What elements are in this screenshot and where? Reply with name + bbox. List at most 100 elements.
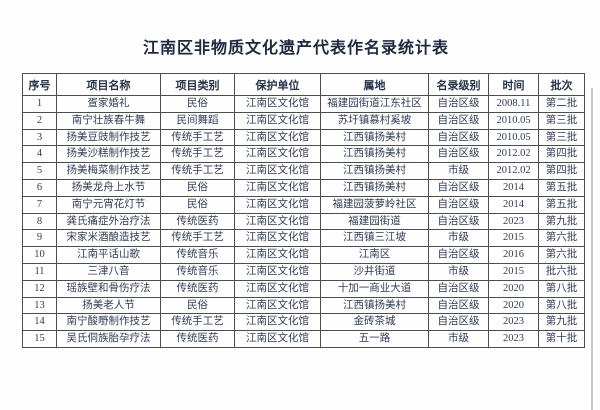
cell-batch: 第二批: [538, 95, 585, 113]
cell-place: 江西镇扬美村: [320, 145, 429, 164]
cell-place: 福建园菠萝岭社区: [320, 195, 429, 214]
cell-unit: 江南区文化馆: [234, 262, 321, 281]
cell-batch: 第八批: [538, 296, 585, 315]
cell-index: 1: [22, 95, 57, 113]
cell-unit: 江南区文化馆: [234, 296, 321, 315]
table-row: 6 扬美龙舟上水节 民俗 江南区文化馆 江西镇扬美村 自治区级 2014 第五批: [22, 178, 585, 197]
cell-name: 疍家婚礼: [56, 95, 161, 113]
cell-level: 自治区级: [428, 145, 489, 164]
cell-time: 2012.02: [488, 145, 539, 164]
cell-index: 12: [22, 279, 57, 298]
cell-index: 2: [22, 111, 57, 130]
cell-type: 传统音乐: [160, 246, 235, 264]
cell-index: 14: [22, 313, 57, 332]
heritage-table: 序号 项目名称 项目类别 保护单位 属地 名录级别 时间 批次 1 疍家婚礼 民俗江…: [22, 73, 585, 348]
cell-type: 民俗: [160, 195, 235, 214]
cell-index: 5: [22, 162, 57, 180]
cell-batch: 第三批: [538, 128, 585, 147]
cell-type: 传统音乐: [160, 262, 235, 281]
cell-time: 2010.05: [488, 111, 539, 130]
cell-level: 自治区级: [428, 178, 489, 197]
cell-name: 扬美梅菜制作技艺: [56, 162, 161, 180]
cell-type: 传统医药: [160, 279, 235, 298]
cell-batch: 第三批: [538, 111, 585, 130]
cell-name: 南宁元宵花灯节: [56, 195, 161, 214]
cell-place: 江西镇扬美村: [320, 178, 429, 197]
cell-level: 自治区级: [428, 296, 489, 315]
cell-time: 2012.02: [488, 162, 539, 180]
cell-unit: 江南区文化馆: [234, 162, 321, 180]
cell-index: 8: [22, 212, 57, 231]
cell-name: 三津八音: [56, 262, 161, 281]
cell-name: 扬美豆豉制作技艺: [56, 128, 161, 147]
cell-place: 苏圩镇慕村奚坡: [320, 111, 429, 130]
page-title: 江南区非物质文化遗产代表作名录统计表: [142, 40, 449, 57]
cell-place: 江西镇扬美村: [320, 296, 429, 315]
cell-time: 2015: [488, 262, 539, 281]
table-row: 12 瑶族壁和骨伤疗法 传统医药 江南区文化馆 十加一商业大道 自治区级 2020 第八批: [22, 279, 585, 298]
cell-time: 2008.11: [488, 95, 539, 113]
cell-type: 民俗: [160, 296, 235, 315]
cell-place: 五一路: [320, 330, 429, 348]
cell-index: 6: [22, 178, 57, 197]
cell-unit: 江南区文化馆: [234, 313, 321, 332]
cell-level: 市级: [428, 162, 489, 180]
cell-index: 9: [22, 229, 57, 248]
cell-unit: 江南区文化馆: [234, 95, 321, 113]
table-header-row: 序号 项目名称 项目类别 保护单位 属地 名录级别 时间 批次: [22, 73, 585, 96]
cell-place: 福建园街道江东社区: [320, 95, 429, 113]
cell-index: 15: [22, 330, 57, 348]
table-row: 3 扬美豆豉制作技艺 传统手工艺 江南区文化馆 江西镇扬美村 自治区级 2010.05 第三批: [22, 128, 585, 147]
column-header-batch: 批次: [538, 73, 585, 96]
cell-unit: 江南区文化馆: [234, 111, 321, 130]
table-row: 8 龚氏痛症外治疗法 传统医药 江南区文化馆 福建园街道 自治区级 2023 第九批: [22, 212, 585, 231]
cell-batch: 第九批: [538, 212, 585, 231]
cell-place: 金砖茶城: [320, 313, 429, 332]
cell-type: 传统手工艺: [160, 162, 235, 180]
cell-time: 2020: [488, 296, 539, 315]
table-body: 1 疍家婚礼 民俗 江南区文化馆 福建园街道江东社区 自治区级 2008.11 第二批 2 南宁壮…: [22, 95, 585, 348]
cell-batch: 第五批: [538, 178, 585, 197]
cell-unit: 江南区文化馆: [234, 128, 321, 147]
cell-level: 自治区级: [428, 195, 489, 214]
cell-time: 2023: [488, 313, 539, 332]
cell-place: 十加一商业大道: [320, 279, 429, 298]
table-row: 9 宋家米酒酿造技艺 传统手工艺 江南区文化馆 江西镇三江坡 市级 2015 第六批: [22, 229, 585, 248]
cell-index: 7: [22, 195, 57, 214]
table-row: 15 吴氏侗族胎孕疗法 传统医药 江南区文化馆 五一路 市级 2023 第十批: [22, 330, 585, 348]
column-header-type: 项目类别: [160, 73, 235, 96]
column-header-unit: 保护单位: [234, 73, 321, 96]
cell-unit: 江南区文化馆: [234, 145, 321, 164]
table-row: 13 扬美老人节 民俗 江南区文化馆 江西镇扬美村 自治区级 2020 第八批: [22, 296, 585, 315]
cell-unit: 江南区文化馆: [234, 279, 321, 298]
cell-place: 江西镇扬美村: [320, 162, 429, 180]
cell-type: 民俗: [160, 178, 235, 197]
table-row: 5 扬美梅菜制作技艺 传统手工艺 江南区文化馆 江西镇扬美村 市级 2012.02 第四批: [22, 162, 585, 180]
cell-batch: 第九批: [538, 313, 585, 332]
cell-level: 自治区级: [428, 279, 489, 298]
cell-level: 自治区级: [428, 128, 489, 147]
cell-unit: 江南区文化馆: [234, 246, 321, 264]
table-row: 7 南宁元宵花灯节 民俗 江南区文化馆 福建园菠萝岭社区 自治区级 2014 第五批: [22, 195, 585, 214]
cell-batch: 第六批: [538, 246, 585, 264]
cell-unit: 江南区文化馆: [234, 212, 321, 231]
cell-name: 江南平话山歌: [56, 246, 161, 264]
cell-place: 江西镇三江坡: [320, 229, 429, 248]
cell-time: 2016: [488, 246, 539, 264]
column-header-name: 项目名称: [56, 73, 161, 96]
cell-level: 自治区级: [428, 313, 489, 332]
column-header-time: 时间: [488, 73, 539, 96]
cell-type: 传统手工艺: [160, 229, 235, 248]
cell-level: 自治区级: [428, 212, 489, 231]
cell-time: 2014: [488, 195, 539, 214]
cell-index: 11: [22, 262, 57, 281]
cell-time: 2023: [488, 212, 539, 231]
cell-name: 瑶族壁和骨伤疗法: [56, 279, 161, 298]
cell-type: 传统手工艺: [160, 313, 235, 332]
table-row: 1 疍家婚礼 民俗 江南区文化馆 福建园街道江东社区 自治区级 2008.11 第二批: [22, 95, 585, 113]
scan-edge-line: [591, 88, 593, 410]
cell-name: 南宁酸嘢制作技艺: [56, 313, 161, 332]
table-header: 序号 项目名称 项目类别 保护单位 属地 名录级别 时间 批次: [22, 73, 585, 96]
cell-unit: 江南区文化馆: [234, 229, 321, 248]
